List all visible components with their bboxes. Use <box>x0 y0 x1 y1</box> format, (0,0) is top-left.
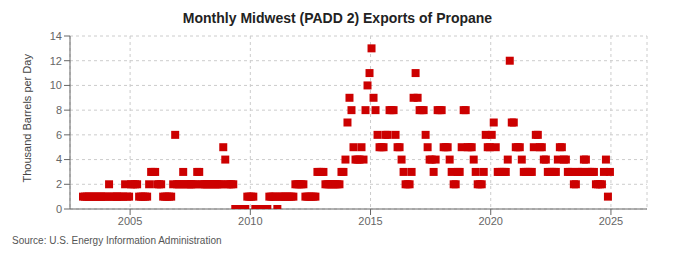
html-text:Monthly Midwest (PADD 2) Expor: Monthly Midwest (PADD 2) Exports of Prop… <box>182 10 493 26</box>
svg-text:10: 10 <box>50 79 62 91</box>
svg-text:14: 14 <box>50 30 62 42</box>
svg-text:0: 0 <box>56 203 62 215</box>
svg-text:2005: 2005 <box>118 215 142 227</box>
svg-text:6: 6 <box>56 129 62 141</box>
svg-text:12: 12 <box>50 55 62 67</box>
svg-text:Thousand Barrels per Day: Thousand Barrels per Day <box>21 54 33 183</box>
svg-text:8: 8 <box>56 104 62 116</box>
svg-text:2: 2 <box>56 178 62 190</box>
svg-text:2025: 2025 <box>599 215 623 227</box>
svg-text:2020: 2020 <box>478 215 502 227</box>
svg-text:2015: 2015 <box>358 215 382 227</box>
svg-text:4: 4 <box>56 153 62 165</box>
svg-text:2010: 2010 <box>238 215 262 227</box>
html-text:Source: U.S. Energy Informatio: Source: U.S. Energy Information Administ… <box>12 235 222 246</box>
